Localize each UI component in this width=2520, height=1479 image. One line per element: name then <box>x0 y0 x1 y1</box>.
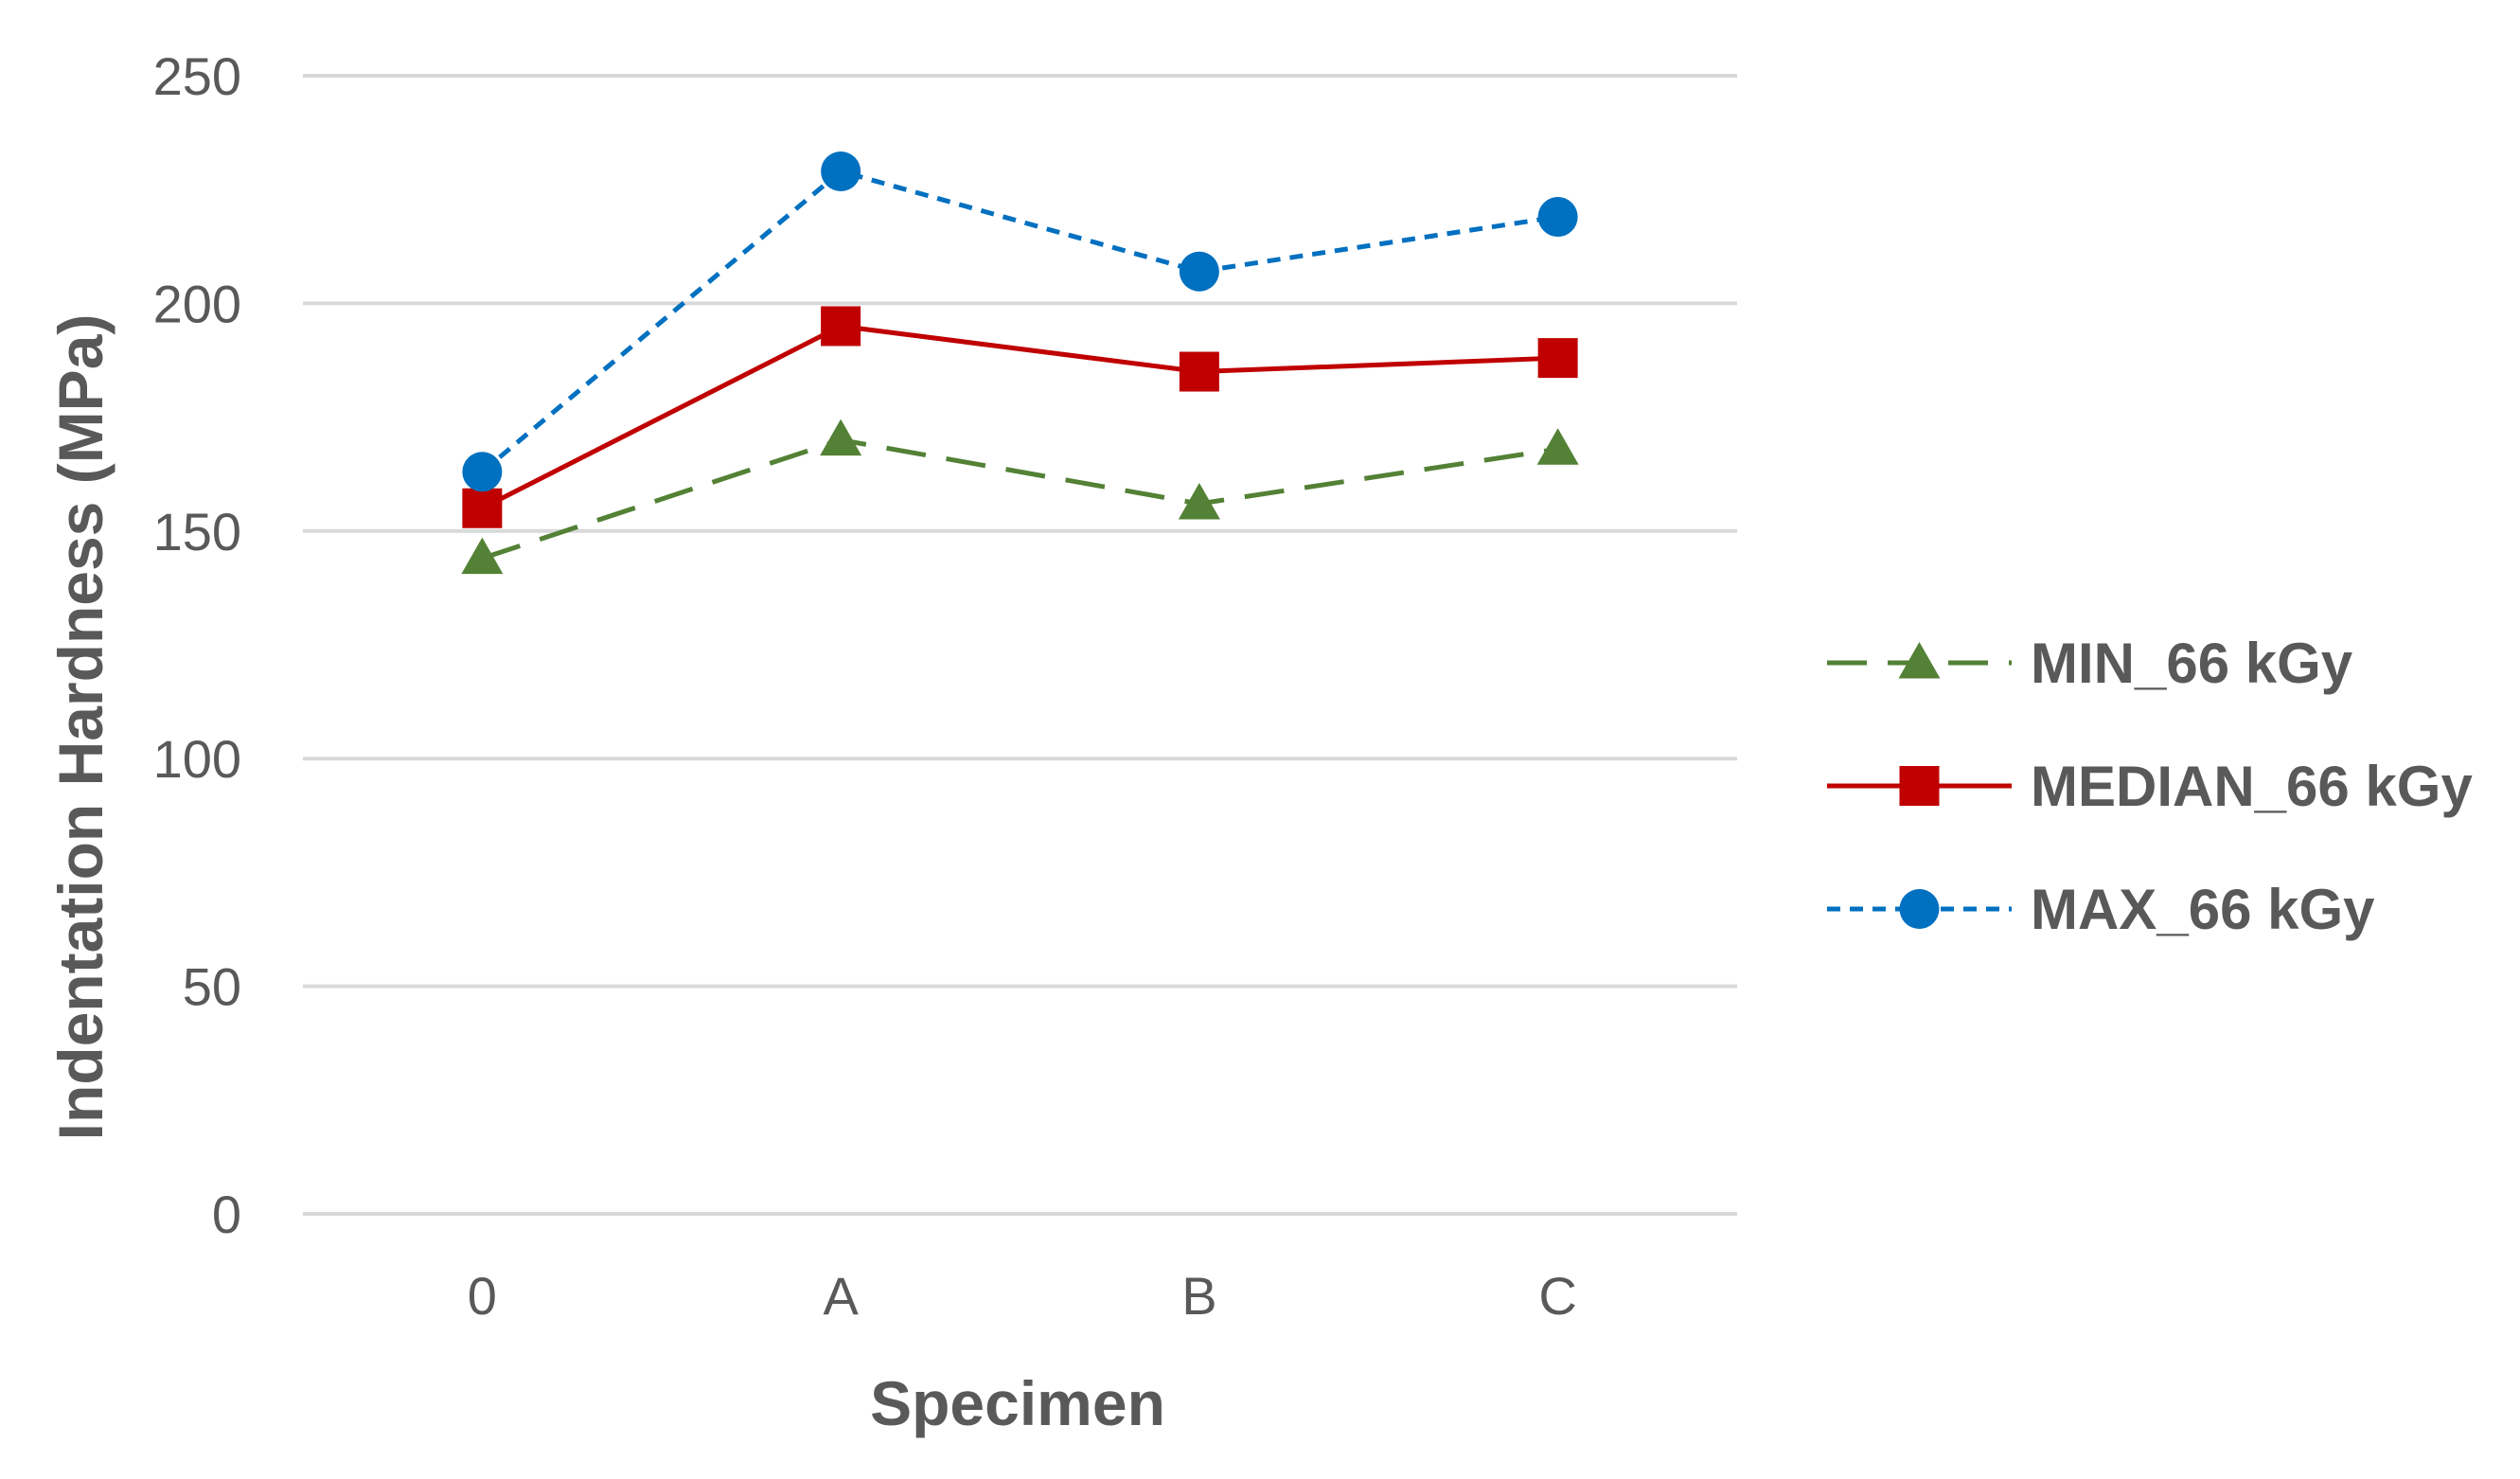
x-tick-label: 0 <box>468 1266 497 1326</box>
legend-item: MIN_66 kGy <box>1827 632 2353 695</box>
legend-marker <box>1898 642 1941 679</box>
legend-marker <box>1899 889 1940 929</box>
legend-item: MEDIAN_66 kGy <box>1827 755 2473 818</box>
data-point <box>462 488 503 528</box>
data-point <box>1537 338 1578 379</box>
y-tick-label: 0 <box>212 1185 241 1244</box>
x-tick-label: B <box>1181 1266 1216 1326</box>
series-line <box>480 169 1559 474</box>
y-axis-ticks: 0 50 100 150 200 250 <box>153 46 241 1244</box>
x-tick-label: A <box>823 1266 859 1326</box>
data-point <box>1179 351 1219 392</box>
y-tick-label: 200 <box>153 274 241 333</box>
series-1 <box>462 306 1578 528</box>
series-line <box>481 437 1559 561</box>
gridlines <box>303 74 1737 1216</box>
series-2 <box>462 151 1578 492</box>
legend-label: MEDIAN_66 kGy <box>2031 755 2473 818</box>
legend-marker <box>1899 766 1940 806</box>
data-point <box>461 537 504 575</box>
y-tick-label: 50 <box>183 957 241 1017</box>
series-0 <box>461 419 1579 575</box>
y-tick-label: 150 <box>153 502 241 561</box>
legend-label: MAX_66 kGy <box>2031 878 2375 941</box>
legend-item: MAX_66 kGy <box>1827 878 2375 941</box>
x-axis-title: Specimen <box>870 1368 1165 1438</box>
x-axis-ticks: 0 A B C <box>468 1266 1577 1326</box>
data-point <box>821 306 861 347</box>
data-point <box>1178 482 1220 520</box>
data-point <box>820 419 862 456</box>
y-tick-label: 250 <box>153 46 241 106</box>
legend-label: MIN_66 kGy <box>2031 632 2353 695</box>
x-tick-label: C <box>1538 1266 1576 1326</box>
series-line <box>481 323 1558 510</box>
data-point <box>462 452 503 492</box>
data-point <box>821 151 861 191</box>
y-axis-title: Indentation Hardness (MPa) <box>45 314 115 1141</box>
series-group <box>461 151 1579 575</box>
y-tick-label: 100 <box>153 729 241 789</box>
data-point <box>1179 251 1219 292</box>
data-point <box>1537 197 1578 238</box>
legend: MIN_66 kGy MEDIAN_66 kGy MAX_66 kGy <box>1827 632 2473 941</box>
data-point <box>1536 428 1579 465</box>
